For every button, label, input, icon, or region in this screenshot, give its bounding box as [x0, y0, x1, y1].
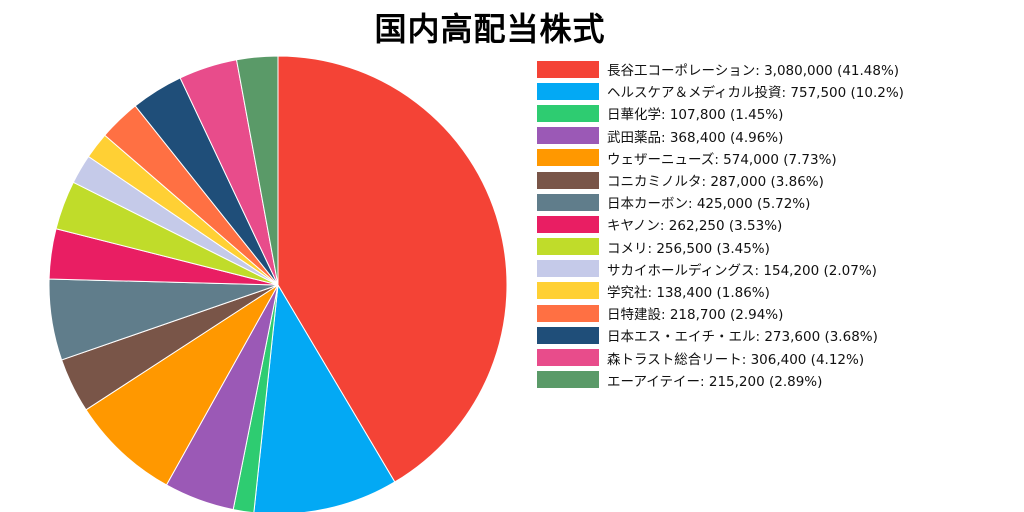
legend-label: コニカミノルタ: 287,000 (3.86%) [607, 174, 824, 191]
legend-label: 日特建設: 218,700 (2.94%) [607, 307, 784, 324]
legend-item: 学究社: 138,400 (1.86%) [537, 280, 904, 302]
chart-title: 国内高配当株式 [374, 10, 606, 48]
legend-swatch [537, 238, 599, 256]
legend-item: ウェザーニューズ: 574,000 (7.73%) [537, 147, 904, 169]
legend-item: サカイホールディングス: 154,200 (2.07%) [537, 258, 904, 280]
legend-item: ヘルスケア＆メディカル投資: 757,500 (10.2%) [537, 80, 904, 102]
legend-label: 日本エス・エイチ・エル: 273,600 (3.68%) [607, 329, 878, 346]
legend-item: 日華化学: 107,800 (1.45%) [537, 102, 904, 124]
pie-slice-4 [85, 284, 279, 486]
legend-item: コニカミノルタ: 287,000 (3.86%) [537, 169, 904, 191]
pie-slice-1 [253, 283, 396, 512]
legend-swatch [537, 282, 599, 300]
pie-slice-14 [235, 55, 279, 286]
legend-label: 日華化学: 107,800 (1.45%) [607, 107, 784, 124]
legend-item: 長谷工コーポレーション: 3,080,000 (41.48%) [537, 58, 904, 80]
legend-label: ヘルスケア＆メディカル投資: 757,500 (10.2%) [607, 85, 904, 102]
legend-swatch [537, 326, 599, 344]
legend-swatch [537, 82, 599, 100]
legend-item: 武田薬品: 368,400 (4.96%) [537, 125, 904, 147]
legend-item: 日本エス・エイチ・エル: 273,600 (3.68%) [537, 324, 904, 346]
legend-swatch [537, 149, 599, 167]
legend-swatch [537, 260, 599, 278]
legend-swatch [537, 60, 599, 78]
pie-slice-0 [277, 55, 508, 483]
legend-label: エーアイテイー: 215,200 (2.89%) [607, 373, 823, 390]
legend-swatch [537, 193, 599, 211]
legend-item: 日本カーボン: 425,000 (5.72%) [537, 191, 904, 213]
legend-item: 日特建設: 218,700 (2.94%) [537, 302, 904, 324]
legend-item: キヤノン: 262,250 (3.53%) [537, 213, 904, 235]
legend-label: 日本カーボン: 425,000 (5.72%) [607, 196, 811, 213]
legend-swatch [537, 371, 599, 389]
legend-label: コメリ: 256,500 (3.45%) [607, 240, 770, 257]
legend-swatch [537, 304, 599, 322]
legend-swatch [537, 171, 599, 189]
legend-label: ウェザーニューズ: 574,000 (7.73%) [607, 151, 837, 168]
legend-label: サカイホールディングス: 154,200 (2.07%) [607, 262, 877, 279]
legend-swatch [537, 127, 599, 145]
legend-swatch [537, 349, 599, 367]
legend-label: 森トラスト総合リート: 306,400 (4.12%) [607, 351, 865, 368]
chart-legend: 長谷工コーポレーション: 3,080,000 (41.48%) ヘルスケア＆メディ… [537, 58, 904, 391]
legend-swatch [537, 104, 599, 122]
legend-label: 学究社: 138,400 (1.86%) [607, 284, 770, 301]
legend-label: 武田薬品: 368,400 (4.96%) [607, 129, 784, 146]
legend-label: 長谷工コーポレーション: 3,080,000 (41.48%) [607, 63, 900, 80]
legend-label: キヤノン: 262,250 (3.53%) [607, 218, 783, 235]
legend-swatch [537, 215, 599, 233]
legend-item: コメリ: 256,500 (3.45%) [537, 236, 904, 258]
legend-item: エーアイテイー: 215,200 (2.89%) [537, 369, 904, 391]
legend-item: 森トラスト総合リート: 306,400 (4.12%) [537, 346, 904, 368]
